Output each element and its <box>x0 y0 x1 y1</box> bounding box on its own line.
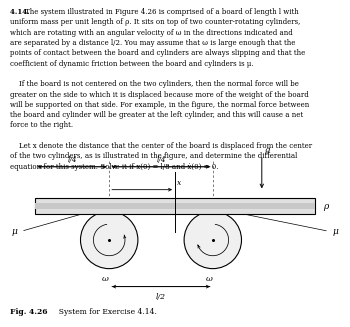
Text: points of contact between the board and cylinders are always slipping and that t: points of contact between the board and … <box>10 49 306 57</box>
Text: which are rotating with an angular velocity of ω in the directions indicated and: which are rotating with an angular veloc… <box>10 29 293 37</box>
Ellipse shape <box>80 211 138 269</box>
Text: The system illustrated in Figure 4.26 is comprised of a board of length l with: The system illustrated in Figure 4.26 is… <box>25 8 299 16</box>
Bar <box>35 203 315 209</box>
Text: of the two cylinders, as is illustrated in the figure, and determine the differe: of the two cylinders, as is illustrated … <box>10 152 298 160</box>
Text: μ: μ <box>332 227 338 236</box>
Text: coefficient of dynamic friction between the board and cylinders is μ.: coefficient of dynamic friction between … <box>10 60 254 68</box>
Text: ω: ω <box>102 275 109 283</box>
Text: greater on the side to which it is displaced because more of the weight of the b: greater on the side to which it is displ… <box>10 91 309 98</box>
Text: uniform mass per unit length of ρ. It sits on top of two counter-rotating cylind: uniform mass per unit length of ρ. It si… <box>10 18 301 26</box>
Text: the board and cylinder will be greater at the left cylinder, and this will cause: the board and cylinder will be greater a… <box>10 111 304 119</box>
Text: Fig. 4.26: Fig. 4.26 <box>10 308 48 316</box>
Bar <box>35 198 315 214</box>
Text: are separated by a distance l/2. You may assume that ω is large enough that the: are separated by a distance l/2. You may… <box>10 39 296 47</box>
Text: will be supported on that side. For example, in the figure, the normal force bet: will be supported on that side. For exam… <box>10 101 310 109</box>
Text: l/4: l/4 <box>67 156 77 164</box>
Text: g: g <box>265 146 270 154</box>
Text: force to the right.: force to the right. <box>10 122 74 129</box>
Text: If the board is not centered on the two cylinders, then the normal force will be: If the board is not centered on the two … <box>10 80 299 88</box>
Text: ω: ω <box>206 275 213 283</box>
Text: ρ: ρ <box>323 201 328 211</box>
Text: x: x <box>177 179 181 187</box>
Text: μ: μ <box>12 227 18 236</box>
Text: System for Exercise 4.14.: System for Exercise 4.14. <box>54 308 157 316</box>
Text: l/2: l/2 <box>156 293 166 301</box>
Text: 4.14.: 4.14. <box>10 8 33 16</box>
Text: equation for this system. Solve it if x(0) = l/8 and ẋ(0) = 0.: equation for this system. Solve it if x(… <box>10 163 219 171</box>
Ellipse shape <box>184 211 241 269</box>
Text: Let x denote the distance that the center of the board is displaced from the cen: Let x denote the distance that the cente… <box>10 142 313 150</box>
Text: l/4: l/4 <box>156 156 166 164</box>
